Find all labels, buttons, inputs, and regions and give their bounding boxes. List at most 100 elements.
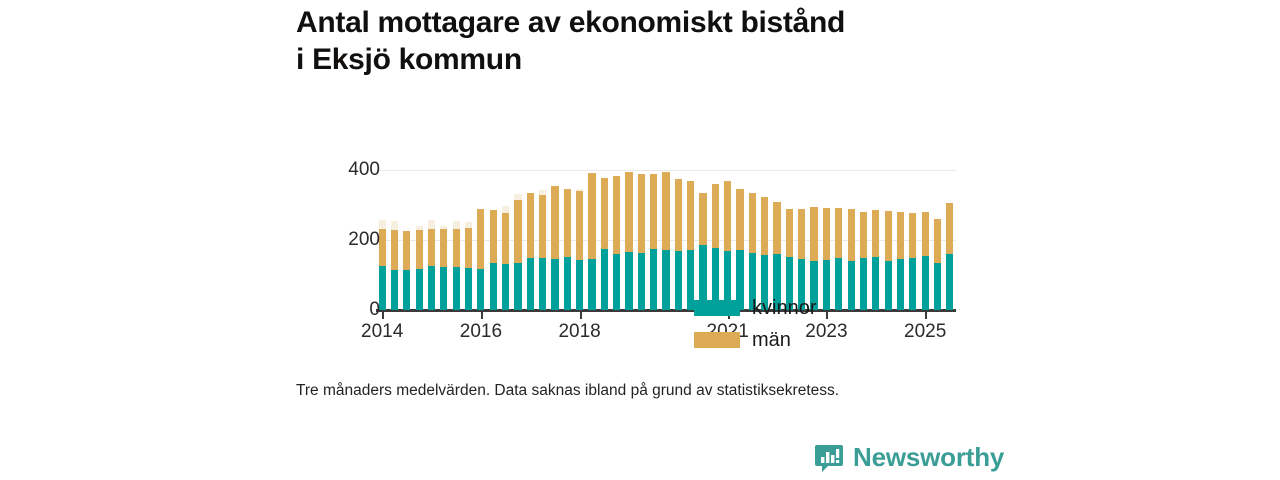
bar-segment-män (526, 192, 534, 259)
chart-caption: Tre månaders medelvärden. Data saknas ib… (296, 382, 840, 399)
bar-segment-kvinnor (810, 260, 818, 310)
bar-segment-kvinnor (872, 256, 880, 310)
bar-segment-män (674, 179, 682, 251)
x-axis-tick-mark (826, 310, 829, 319)
x-axis-tick-label: 2025 (904, 321, 947, 342)
bar-segment-män (613, 176, 621, 254)
plot-area (376, 159, 956, 312)
bar-segment-kvinnor (625, 251, 633, 310)
bar-segment-män (650, 173, 658, 249)
bar-segment-kvinnor (736, 249, 744, 310)
bar-segment-kvinnor (822, 259, 830, 310)
bar-segment-kvinnor (538, 257, 547, 310)
bar-segment-kvinnor (489, 263, 497, 310)
legend-item-man[interactable]: män (694, 324, 816, 356)
bar-segment-män (847, 208, 855, 261)
x-axis-ticks: 201420162018202120232025 (361, 310, 956, 352)
bar-segment-män (810, 207, 818, 261)
bar-segment-kvinnor (390, 269, 399, 310)
x-axis-tick-label: 2014 (361, 321, 404, 342)
bar-segment-kvinnor (921, 256, 929, 310)
bar-segment-män (600, 178, 608, 250)
bar-segment-kvinnor (452, 267, 460, 310)
bar-segment-män (637, 174, 645, 254)
bar-segment-män (440, 228, 448, 268)
bar-segment-män (551, 186, 559, 260)
bars-group (376, 159, 956, 310)
bar-segment-kvinnor (415, 268, 423, 310)
bar-segment-män (798, 209, 806, 259)
x-axis-tick-mark (480, 310, 483, 319)
legend-swatch-kvinnor (694, 300, 740, 316)
bar-segment-män (773, 201, 781, 254)
bar-segment-män (464, 228, 473, 268)
bar-segment-kvinnor (847, 260, 855, 310)
bar-segment-män (563, 188, 571, 257)
bar-segment-män (748, 193, 756, 254)
bar-segment-män (724, 180, 732, 251)
x-axis-tick-mark (579, 310, 582, 319)
legend-label-kvinnor: kvinnor (752, 296, 817, 319)
bar-segment-saknas (390, 221, 399, 231)
bar-segment-män (822, 208, 830, 260)
bar-segment-kvinnor (526, 258, 534, 310)
bar-segment-kvinnor (440, 267, 448, 310)
bar-segment-kvinnor (551, 259, 559, 310)
bar-segment-saknas (378, 220, 386, 229)
x-axis-tick-label: 2018 (558, 321, 601, 342)
bar-segment-män (785, 209, 793, 258)
bar-segment-män (415, 229, 423, 269)
bar-segment-kvinnor (884, 260, 892, 310)
bar-segment-kvinnor (835, 258, 843, 310)
bar-segment-kvinnor (427, 266, 436, 310)
bar-segment-män (872, 209, 880, 257)
bar-segment-saknas (452, 220, 460, 229)
legend-label-man: män (752, 328, 791, 351)
bar-segment-kvinnor (761, 254, 769, 310)
y-axis-tick-label: 200 (348, 228, 380, 250)
bar-segment-män (477, 208, 485, 269)
x-axis-tick-mark (925, 310, 928, 319)
bar-segment-män (909, 213, 917, 259)
bar-segment-kvinnor (785, 257, 793, 310)
x-axis-tick-label: 2023 (805, 321, 848, 342)
bar-segment-män (896, 212, 905, 260)
bar-segment-män (576, 191, 584, 260)
legend-item-kvinnor[interactable]: kvinnor (694, 292, 816, 324)
bar-segment-saknas (538, 189, 547, 195)
bar-segment-män (427, 228, 436, 267)
bar-segment-saknas (514, 194, 522, 201)
bar-segment-män (761, 196, 769, 255)
bar-segment-män (921, 212, 929, 257)
bar-segment-kvinnor (613, 253, 621, 310)
bar-segment-kvinnor (933, 263, 942, 310)
bar-segment-saknas (576, 188, 584, 192)
bar-segment-män (946, 203, 954, 254)
bar-segment-män (501, 212, 510, 264)
bar-segment-män (403, 231, 411, 270)
bar-segment-kvinnor (403, 269, 411, 310)
bar-segment-män (687, 181, 695, 250)
bar-segment-kvinnor (378, 266, 386, 310)
y-axis-tick-label: 0 (369, 299, 380, 320)
bar-segment-kvinnor (859, 258, 868, 310)
y-axis-tick-label: 400 (348, 158, 380, 180)
newsworthy-logo[interactable]: Newsworthy (814, 442, 1004, 473)
gridline (376, 169, 956, 171)
bar-segment-män (736, 189, 744, 250)
bar-segment-saknas (501, 205, 510, 213)
legend-swatch-man (694, 332, 740, 348)
bar-segment-män (884, 210, 892, 261)
bar-segment-kvinnor (662, 250, 670, 310)
bar-segment-kvinnor (711, 248, 719, 310)
bar-segment-kvinnor (514, 263, 522, 310)
bar-segment-kvinnor (674, 250, 682, 310)
bar-segment-kvinnor (699, 245, 707, 310)
bar-segment-män (538, 194, 547, 258)
bar-segment-män (378, 228, 386, 267)
bar-segment-män (699, 193, 707, 246)
bar-segment-män (859, 211, 868, 259)
bar-segment-kvinnor (477, 268, 485, 310)
